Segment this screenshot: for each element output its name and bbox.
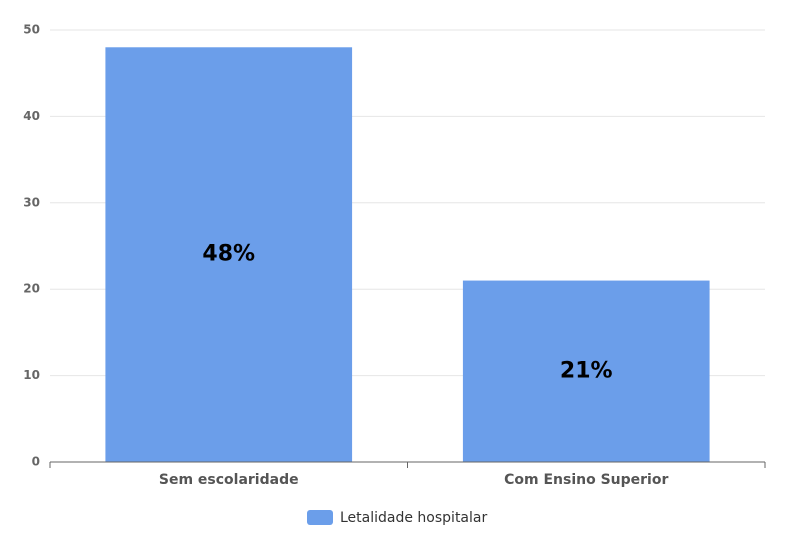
y-tick-label: 0 [32,455,40,469]
legend-label: Letalidade hospitalar [340,510,487,526]
bar [462,280,710,462]
y-tick-label: 30 [23,195,40,209]
legend-swatch [307,510,333,525]
data-label: 21% [560,358,613,383]
bar [105,47,353,462]
y-tick-label: 20 [23,282,40,296]
y-tick-label: 50 [23,23,40,37]
x-tick-label: Com Ensino Superior [504,472,668,488]
data-label: 48% [202,242,255,267]
x-tick-label: Sem escolaridade [159,472,299,488]
y-tick-label: 40 [23,109,40,123]
y-tick-label: 10 [23,368,40,382]
